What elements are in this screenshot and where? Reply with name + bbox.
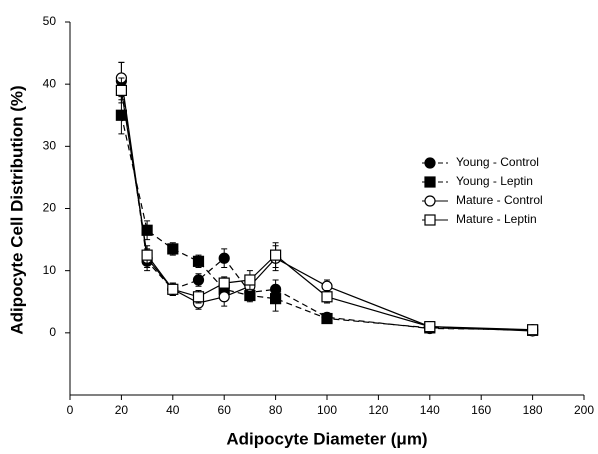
data-point: [321, 312, 333, 325]
data-point: [424, 321, 436, 333]
data-point: [141, 249, 153, 261]
y-tick-label: 20: [43, 201, 57, 215]
x-tick-label: 0: [67, 403, 74, 417]
data-point: [192, 255, 205, 267]
x-tick-label: 40: [166, 403, 180, 417]
x-tick-label: 100: [317, 403, 337, 417]
data-point: [270, 249, 282, 261]
y-tick-label: 40: [43, 76, 57, 90]
data-point: [167, 243, 179, 255]
legend-marker: [424, 195, 436, 207]
legend-label: Mature - Leptin: [456, 212, 537, 226]
series-line: [120, 115, 533, 331]
data-point: [270, 293, 282, 305]
x-tick-label: 160: [471, 403, 491, 417]
x-tick-label: 200: [574, 403, 594, 417]
series-line: [120, 77, 533, 332]
data-point: [141, 224, 153, 236]
series-line: [120, 80, 533, 331]
legend-marker: [424, 176, 436, 188]
data-point: [321, 291, 333, 303]
x-tick-label: 180: [523, 403, 543, 417]
data-point: [321, 280, 333, 292]
y-tick-label: 0: [49, 325, 56, 339]
x-tick-label: 120: [368, 403, 388, 417]
y-tick-label: 30: [43, 139, 57, 153]
y-tick-label: 50: [43, 14, 57, 28]
data-point: [192, 274, 205, 286]
legend-marker: [424, 157, 436, 169]
data-point: [115, 84, 128, 96]
legend-label: Mature - Control: [456, 193, 543, 207]
data-point: [218, 252, 230, 264]
data-point: [192, 291, 205, 303]
series-line: [120, 90, 533, 331]
x-tick-label: 60: [218, 403, 232, 417]
data-point: [218, 291, 230, 303]
data-point: [167, 283, 179, 295]
legend-label: Young - Leptin: [456, 174, 533, 188]
x-tick-label: 80: [269, 403, 283, 417]
y-tick-label: 10: [43, 263, 57, 277]
data-point: [526, 324, 539, 336]
y-axis-label: Adipocyte Cell Distribution (%): [7, 85, 26, 334]
x-tick-label: 140: [420, 403, 440, 417]
data-point: [244, 274, 256, 286]
x-axis-label: Adipocyte Diameter (μm): [226, 429, 427, 448]
legend-marker: [424, 214, 436, 226]
data-point: [218, 277, 230, 289]
legend-label: Young - Control: [456, 155, 539, 169]
x-tick-label: 20: [115, 403, 129, 417]
